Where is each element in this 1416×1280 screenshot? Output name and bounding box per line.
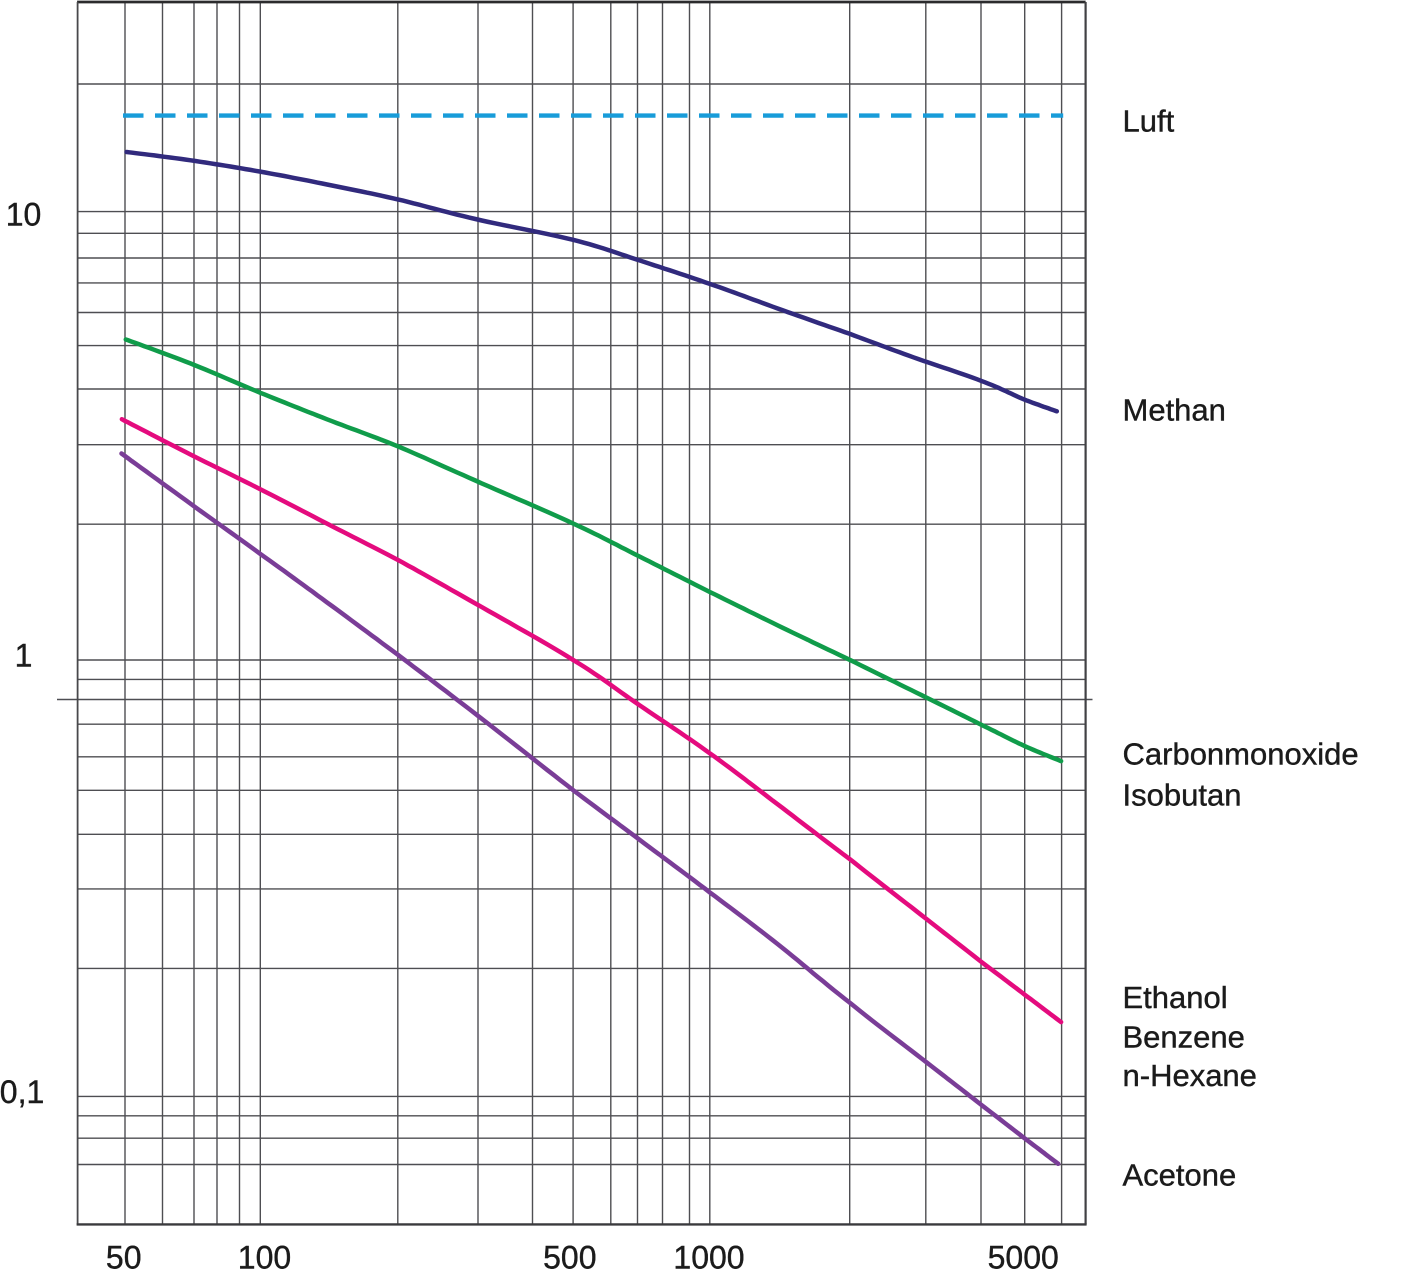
svg-text:1000: 1000 (673, 1240, 744, 1276)
svg-text:Methan: Methan (1123, 393, 1226, 428)
svg-text:Benzene: Benzene (1123, 1019, 1245, 1054)
svg-text:Ethanol: Ethanol (1123, 980, 1228, 1015)
svg-text:50: 50 (106, 1240, 142, 1276)
svg-text:Luft: Luft (1123, 104, 1175, 139)
svg-text:500: 500 (543, 1240, 596, 1276)
svg-text:1: 1 (15, 638, 33, 674)
svg-text:5000: 5000 (988, 1240, 1059, 1276)
svg-text:100: 100 (238, 1240, 291, 1276)
svg-text:n-Hexane: n-Hexane (1123, 1058, 1257, 1093)
svg-text:0,1: 0,1 (0, 1074, 44, 1110)
svg-text:Carbonmonoxide: Carbonmonoxide (1123, 736, 1359, 771)
svg-text:Isobutan: Isobutan (1123, 778, 1242, 813)
svg-text:10: 10 (6, 196, 42, 232)
svg-text:Acetone: Acetone (1123, 1158, 1237, 1193)
